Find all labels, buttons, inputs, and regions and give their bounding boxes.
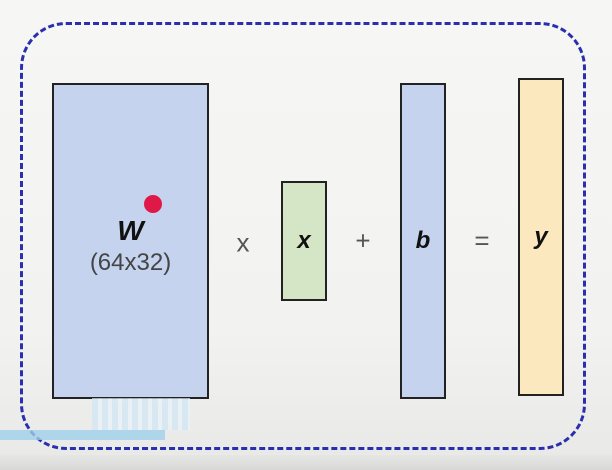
plus-operator: + — [355, 225, 371, 256]
input-vector-box: x — [281, 181, 327, 301]
bottom-haze — [0, 455, 612, 470]
weight-matrix-symbol: W — [117, 215, 144, 246]
bias-vector-symbol: b — [415, 227, 431, 254]
multiply-operator: x — [236, 227, 250, 258]
weight-matrix-box: W (64x32) — [52, 83, 209, 399]
bias-vector-box: b — [400, 83, 446, 399]
output-vector-box: y — [518, 78, 564, 396]
equals-operator: = — [474, 225, 490, 256]
pointer-dot — [144, 195, 162, 213]
blurred-overlay — [92, 398, 190, 430]
blurred-progress-strip — [0, 430, 165, 440]
weight-matrix-label-group: W (64x32) — [90, 215, 171, 277]
dashed-boundary — [20, 22, 586, 450]
weight-matrix-dimensions: (64x32) — [89, 249, 172, 276]
input-vector-symbol: x — [297, 227, 311, 254]
output-vector-symbol: y — [534, 223, 548, 250]
